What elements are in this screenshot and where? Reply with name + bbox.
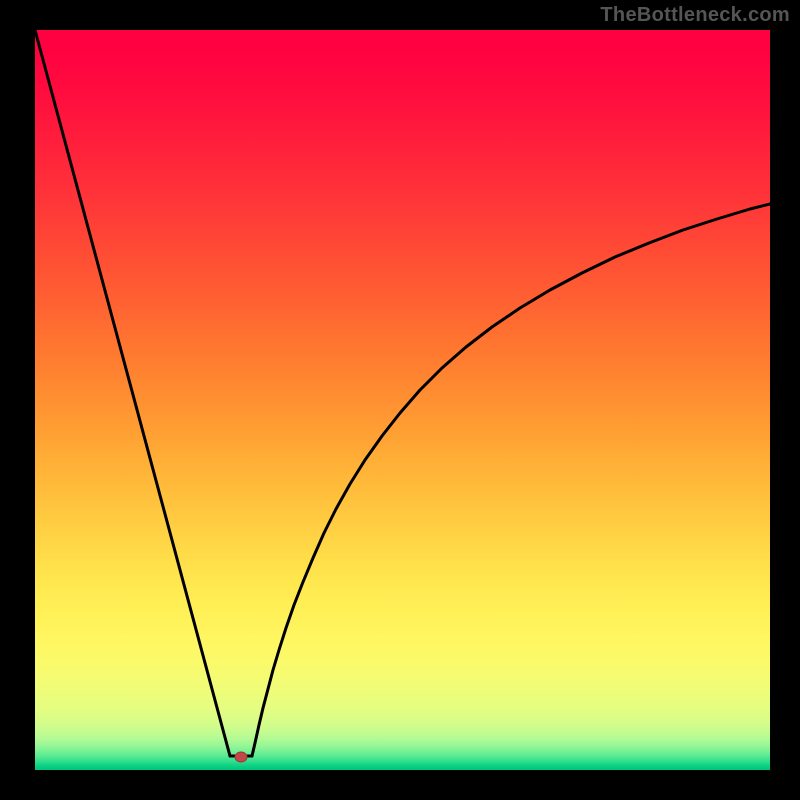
plot-area — [35, 30, 770, 770]
watermark-text: TheBottleneck.com — [600, 4, 790, 27]
chart-svg — [35, 30, 770, 770]
chart-container: TheBottleneck.com — [0, 0, 800, 800]
